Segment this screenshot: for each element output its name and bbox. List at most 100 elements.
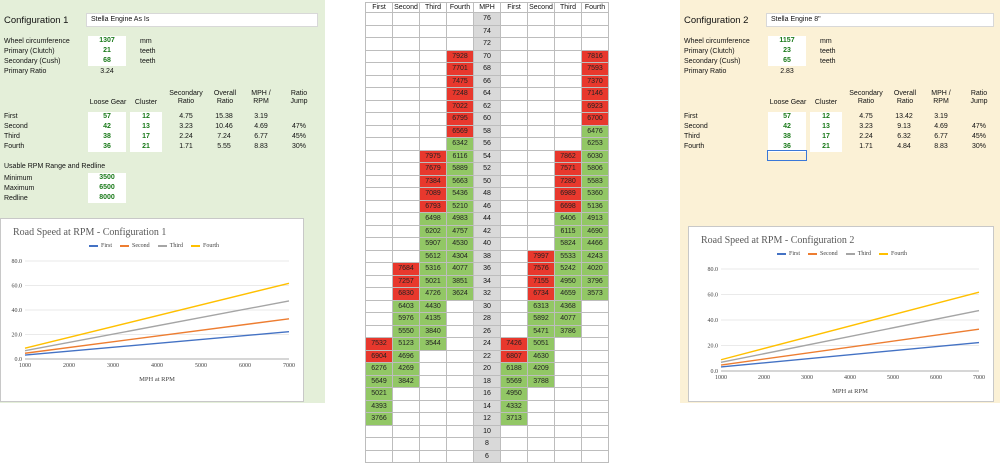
rpm-cell[interactable] bbox=[527, 199, 555, 213]
rpm-cell[interactable]: 7280 bbox=[554, 174, 582, 188]
rpm-cell[interactable]: 4077 bbox=[554, 312, 582, 326]
rpm-cell[interactable]: 7155 bbox=[527, 274, 555, 288]
rpm-cell[interactable]: 4757 bbox=[446, 224, 474, 238]
rpm-cell[interactable]: 7593 bbox=[581, 62, 609, 76]
mph-cell[interactable]: 74 bbox=[473, 24, 501, 38]
rpm-cell[interactable] bbox=[527, 49, 555, 63]
rpm-cell[interactable] bbox=[500, 262, 528, 276]
rpm-cell[interactable] bbox=[500, 212, 528, 226]
rpm-cell[interactable] bbox=[527, 99, 555, 113]
rpm-cell[interactable] bbox=[419, 424, 447, 438]
rpm-cell[interactable] bbox=[500, 249, 528, 263]
rpm-cell[interactable] bbox=[581, 387, 609, 401]
mph-cell[interactable]: 28 bbox=[473, 312, 501, 326]
config1-gear-cluster[interactable]: 13 bbox=[130, 122, 162, 132]
rpm-cell[interactable]: 7576 bbox=[527, 262, 555, 276]
rpm-cell[interactable] bbox=[419, 362, 447, 376]
rpm-cell[interactable] bbox=[365, 262, 393, 276]
rpm-cell[interactable] bbox=[446, 24, 474, 38]
rpm-cell[interactable]: 6342 bbox=[446, 137, 474, 151]
rpm-cell[interactable] bbox=[527, 237, 555, 251]
rpm-cell[interactable] bbox=[554, 112, 582, 126]
rpm-cell[interactable]: 5242 bbox=[554, 262, 582, 276]
mph-cell[interactable]: 70 bbox=[473, 49, 501, 63]
series-line-third[interactable] bbox=[720, 309, 980, 364]
config1-gear-loose[interactable]: 42 bbox=[88, 122, 126, 132]
rpm-cell[interactable] bbox=[365, 199, 393, 213]
rpm-cell[interactable]: 5021 bbox=[419, 274, 447, 288]
rpm-cell[interactable] bbox=[527, 424, 555, 438]
rpm-cell[interactable]: 3713 bbox=[500, 412, 528, 426]
mph-cell[interactable]: 60 bbox=[473, 112, 501, 126]
rpm-cell[interactable] bbox=[581, 312, 609, 326]
rpm-cell[interactable]: 5123 bbox=[392, 337, 420, 351]
config1-gear-loose[interactable]: 57 bbox=[88, 112, 126, 122]
rpm-cell[interactable]: 6923 bbox=[581, 99, 609, 113]
rpm-cell[interactable] bbox=[365, 62, 393, 76]
rpm-cell[interactable]: 5663 bbox=[446, 174, 474, 188]
rpm-cell[interactable] bbox=[392, 412, 420, 426]
mph-cell[interactable]: 50 bbox=[473, 174, 501, 188]
rpm-cell[interactable]: 5051 bbox=[527, 337, 555, 351]
rpm-cell[interactable]: 3573 bbox=[581, 287, 609, 301]
rpm-cell[interactable]: 7997 bbox=[527, 249, 555, 263]
config1-primary-value[interactable]: 21 bbox=[88, 46, 126, 56]
rpm-cell[interactable] bbox=[392, 99, 420, 113]
rpm-cell[interactable] bbox=[392, 87, 420, 101]
rpm-cell[interactable] bbox=[500, 324, 528, 338]
rpm-cell[interactable] bbox=[419, 374, 447, 388]
config2-gear-cluster[interactable]: 17 bbox=[810, 132, 842, 142]
rpm-cell[interactable] bbox=[500, 174, 528, 188]
rpm-cell[interactable] bbox=[365, 224, 393, 238]
rpm-cell[interactable]: 4950 bbox=[554, 274, 582, 288]
rpm-cell[interactable] bbox=[554, 449, 582, 463]
mph-cell[interactable]: 30 bbox=[473, 299, 501, 313]
rpm-cell[interactable]: 7928 bbox=[446, 49, 474, 63]
rpm-cell[interactable] bbox=[419, 87, 447, 101]
rpm-cell[interactable]: 4368 bbox=[554, 299, 582, 313]
rpm-cell[interactable] bbox=[365, 449, 393, 463]
config1-rpm-red-value[interactable]: 8000 bbox=[88, 193, 126, 203]
rpm-cell[interactable] bbox=[500, 424, 528, 438]
rpm-cell[interactable] bbox=[419, 412, 447, 426]
rpm-cell[interactable] bbox=[581, 437, 609, 451]
rpm-cell[interactable] bbox=[419, 349, 447, 363]
rpm-cell[interactable]: 3766 bbox=[365, 412, 393, 426]
mph-cell[interactable]: 16 bbox=[473, 387, 501, 401]
rpm-cell[interactable]: 6202 bbox=[419, 224, 447, 238]
rpm-cell[interactable]: 4530 bbox=[446, 237, 474, 251]
rpm-cell[interactable]: 6807 bbox=[500, 349, 528, 363]
rpm-cell[interactable] bbox=[419, 387, 447, 401]
rpm-cell[interactable] bbox=[527, 387, 555, 401]
rpm-cell[interactable] bbox=[392, 137, 420, 151]
rpm-cell[interactable]: 4913 bbox=[581, 212, 609, 226]
rpm-cell[interactable] bbox=[446, 437, 474, 451]
rpm-cell[interactable]: 4950 bbox=[500, 387, 528, 401]
rpm-cell[interactable] bbox=[554, 437, 582, 451]
rpm-cell[interactable]: 6406 bbox=[554, 212, 582, 226]
rpm-cell[interactable]: 7571 bbox=[554, 162, 582, 176]
rpm-cell[interactable]: 7679 bbox=[419, 162, 447, 176]
rpm-cell[interactable] bbox=[500, 437, 528, 451]
rpm-cell[interactable]: 6795 bbox=[446, 112, 474, 126]
rpm-cell[interactable] bbox=[446, 37, 474, 51]
rpm-cell[interactable] bbox=[392, 37, 420, 51]
rpm-cell[interactable]: 5889 bbox=[446, 162, 474, 176]
rpm-cell[interactable]: 5210 bbox=[446, 199, 474, 213]
series-line-second[interactable] bbox=[24, 318, 290, 354]
rpm-cell[interactable] bbox=[419, 449, 447, 463]
rpm-cell[interactable] bbox=[500, 449, 528, 463]
rpm-cell[interactable]: 5824 bbox=[554, 237, 582, 251]
table-header[interactable]: First bbox=[365, 2, 393, 13]
mph-cell[interactable]: 62 bbox=[473, 99, 501, 113]
rpm-cell[interactable] bbox=[392, 174, 420, 188]
rpm-cell[interactable] bbox=[527, 224, 555, 238]
mph-cell[interactable]: 32 bbox=[473, 287, 501, 301]
config1-gear-cluster[interactable]: 12 bbox=[130, 112, 162, 122]
mph-cell[interactable]: 48 bbox=[473, 187, 501, 201]
rpm-cell[interactable] bbox=[554, 399, 582, 413]
rpm-cell[interactable]: 4659 bbox=[554, 287, 582, 301]
rpm-cell[interactable] bbox=[527, 137, 555, 151]
rpm-cell[interactable] bbox=[500, 299, 528, 313]
rpm-cell[interactable] bbox=[365, 24, 393, 38]
